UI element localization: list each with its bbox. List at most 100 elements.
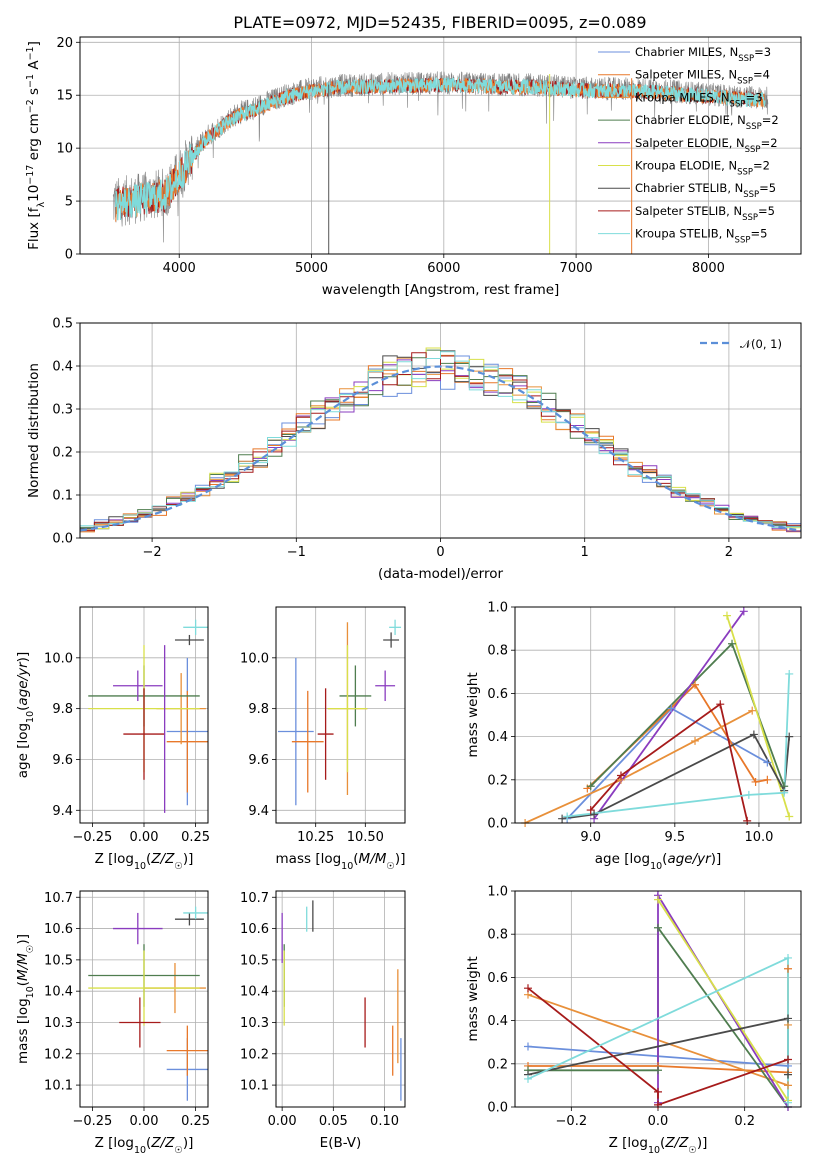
axis-label-part: 10 bbox=[134, 861, 146, 872]
axis-label-part: )] bbox=[15, 652, 31, 663]
x-tick-label: 0.00 bbox=[268, 1114, 297, 1129]
y-axis-label-part: s bbox=[26, 88, 42, 99]
x-tick-label: 0 bbox=[436, 545, 444, 560]
x-tick-label: 0.2 bbox=[734, 1114, 755, 1129]
weight-marker bbox=[785, 732, 794, 741]
plot-area bbox=[277, 619, 402, 806]
axis-label-part: age [log bbox=[15, 723, 31, 778]
weight-marker bbox=[748, 706, 757, 715]
legend-sub: SSP bbox=[737, 168, 753, 178]
y-tick-label: 0.2 bbox=[487, 1057, 508, 1072]
weight-line-3 bbox=[590, 642, 786, 787]
y-tick-label: 0.6 bbox=[487, 971, 508, 986]
axis-label-part: )] bbox=[183, 851, 194, 867]
tick-labels: −0.25 0.00 0.25 10.1 10.2 10.3 10.4 10.5 10.6 10.… bbox=[44, 891, 210, 1129]
legend-value: =5 bbox=[759, 181, 776, 195]
weight-marker bbox=[691, 680, 700, 689]
weight-line-5 bbox=[726, 615, 791, 817]
residuals-panel: −2 −1 0 1 2 0.0 0.1 0.2 0.3 0.4 0.5 𝒩(0, 1) (data-mo… bbox=[26, 317, 802, 582]
y-tick-label: 10.2 bbox=[240, 1047, 269, 1062]
axis-label-part: 10 bbox=[650, 861, 662, 872]
legend-value: =5 bbox=[750, 227, 767, 241]
x-tick-label: 10.0 bbox=[744, 830, 773, 845]
legend-label: Kroupa ELODIE, NSSP=2 bbox=[635, 159, 770, 178]
axis-label-part: ☉ bbox=[688, 1145, 697, 1156]
y-axis-label: mass weight bbox=[465, 672, 481, 757]
axis-label-part: Z [log bbox=[609, 1135, 648, 1151]
y-tick-label: 0.0 bbox=[487, 1101, 508, 1116]
x-axis-label: Z [log10(Z/Z☉)] bbox=[95, 1135, 194, 1156]
axis-label-part: ☉ bbox=[174, 1145, 183, 1156]
spectrum-panel: 4000 5000 6000 7000 8000 0 5 10 15 20 wavelength [… bbox=[25, 36, 802, 298]
axis-label-part: age [log bbox=[595, 851, 650, 867]
plot-area bbox=[281, 900, 402, 1101]
y-axis-label-part: 10 bbox=[26, 185, 42, 202]
legend-value: =3 bbox=[754, 45, 771, 59]
y-axis-label: Normed distribution bbox=[26, 363, 42, 498]
y-tick-label: 5 bbox=[65, 195, 73, 210]
x-tick-label: 0.25 bbox=[181, 830, 210, 845]
y-axis-label-part: −2 bbox=[25, 99, 36, 113]
y-tick-label: 1.0 bbox=[487, 885, 508, 900]
weight-marker bbox=[784, 1055, 792, 1064]
axis-label-part: ( bbox=[15, 981, 31, 986]
x-tick-label: 10.25 bbox=[297, 830, 334, 845]
y-tick-label: 10.1 bbox=[240, 1079, 269, 1094]
weight-marker bbox=[749, 730, 758, 739]
x-axis-label: Z [log10(Z/Z☉)] bbox=[95, 851, 194, 872]
weight-age-panel: 9.0 9.5 10.0 0.0 0.2 0.4 0.6 0.8 1.0 age [log10(a… bbox=[465, 601, 802, 872]
y-axis-label-part: erg cm bbox=[26, 113, 42, 164]
plot-area bbox=[88, 906, 208, 1101]
y-tick-label: 0.0 bbox=[52, 532, 73, 547]
y-axis-label-part: λ bbox=[36, 202, 47, 208]
legend-label: Salpeter MILES, NSSP=4 bbox=[635, 68, 770, 87]
legend-value: =2 bbox=[753, 159, 770, 173]
x-tick-label: 2 bbox=[725, 545, 733, 560]
x-axis-label: wavelength [Angstrom, rest frame] bbox=[322, 282, 560, 298]
plot-area bbox=[524, 610, 791, 823]
axis-label-part: )] bbox=[697, 1135, 708, 1151]
plot-area bbox=[112, 71, 769, 254]
axis-label-part: Z [log bbox=[95, 1135, 134, 1151]
legend-name: Chabrier ELODIE, N bbox=[635, 113, 746, 127]
weight-line-2 bbox=[524, 709, 753, 823]
weight-marker bbox=[722, 611, 731, 620]
weight-marker bbox=[743, 816, 752, 825]
y-tick-label: 10.6 bbox=[240, 922, 269, 937]
histogram-8 bbox=[80, 351, 801, 538]
x-tick-label: 9.0 bbox=[580, 830, 601, 845]
axis-label-part: ( bbox=[662, 851, 667, 867]
legend-sub: SSP bbox=[738, 54, 754, 64]
y-tick-label: 0.2 bbox=[487, 773, 508, 788]
y-tick-label: 10.4 bbox=[44, 985, 73, 1000]
y-tick-label: 15 bbox=[56, 89, 73, 104]
axis-label-part: )] bbox=[711, 851, 722, 867]
x-axis-label: age [log10(age/yr)] bbox=[595, 851, 721, 872]
weight-metallicity-panel: −0.2 0.0 0.2 0.0 0.2 0.4 0.6 0.8 1.0 Z [log10(Z/Z… bbox=[465, 885, 802, 1156]
y-tick-label: 0.8 bbox=[487, 644, 508, 659]
x-tick-label: −1 bbox=[287, 545, 306, 560]
axis-label-part: ( bbox=[353, 851, 358, 867]
y-tick-label: 10.5 bbox=[44, 953, 73, 968]
legend-label: Salpeter ELODIE, NSSP=2 bbox=[635, 136, 778, 155]
weight-marker bbox=[751, 777, 760, 786]
weight-marker bbox=[784, 953, 792, 962]
tick-labels: −0.2 0.0 0.2 0.0 0.2 0.4 0.6 0.8 1.0 bbox=[487, 885, 755, 1130]
y-tick-label: 10.2 bbox=[44, 1047, 73, 1062]
x-tick-label: 8000 bbox=[692, 261, 725, 276]
legend-value: =2 bbox=[761, 136, 778, 150]
plot-frame bbox=[275, 606, 406, 824]
legend-value: =2 bbox=[762, 113, 779, 127]
x-tick-label: −2 bbox=[143, 545, 162, 560]
weight-marker bbox=[784, 964, 792, 973]
y-tick-label: 0.5 bbox=[52, 317, 73, 332]
y-axis-label-part: A bbox=[26, 60, 42, 74]
tick-labels: 9.0 9.5 10.0 0.0 0.2 0.4 0.6 0.8 1.0 bbox=[487, 601, 773, 846]
weight-marker bbox=[586, 806, 595, 815]
axis-label-part: ( bbox=[146, 1135, 151, 1151]
weight-marker bbox=[667, 704, 676, 713]
weight-marker bbox=[784, 1014, 792, 1023]
y-tick-label: 10 bbox=[56, 142, 73, 157]
weight-marker bbox=[763, 758, 772, 767]
